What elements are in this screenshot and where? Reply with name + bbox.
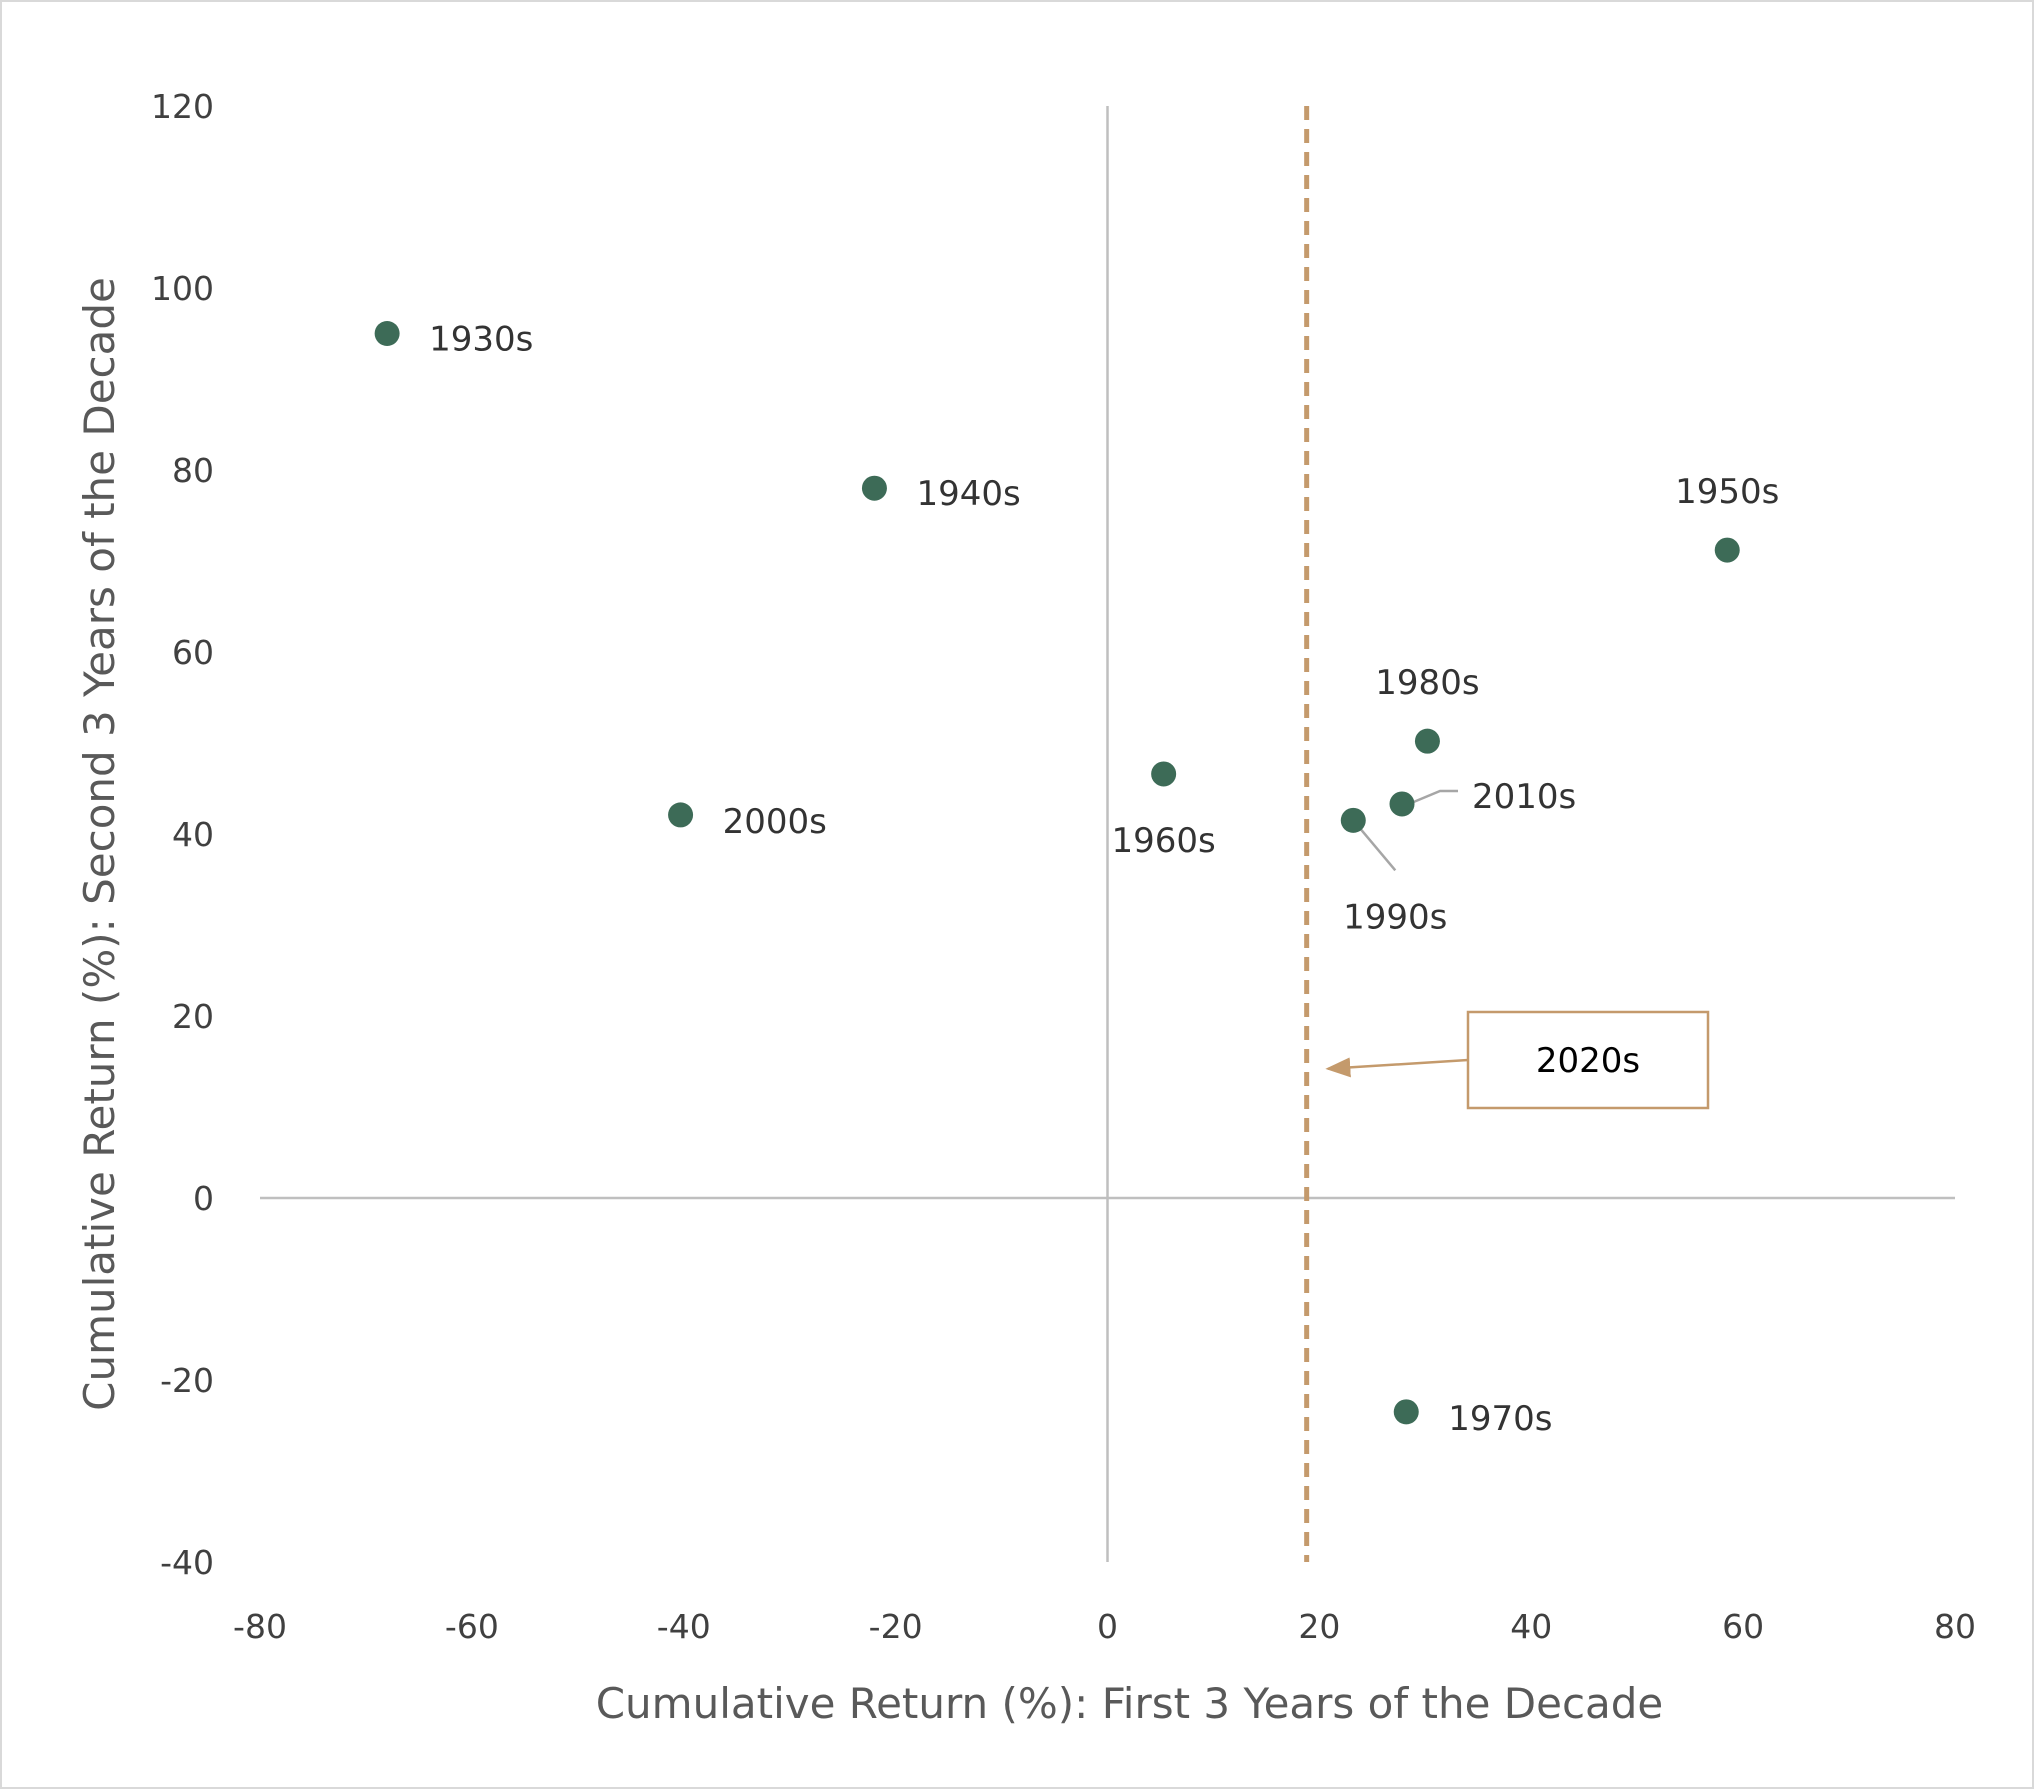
point-1960s — [1151, 761, 1177, 787]
y-tick-label: 100 — [151, 269, 214, 308]
y-tick-label: -40 — [160, 1543, 214, 1582]
point-label-2000s: 2000s — [723, 802, 827, 842]
x-tick-label: 40 — [1510, 1607, 1552, 1646]
point-label-1930s: 1930s — [429, 320, 533, 360]
y-tick-label: 60 — [172, 633, 214, 672]
y-axis-title: Cumulative Return (%): Second 3 Years of… — [75, 277, 124, 1411]
point-2000s — [668, 802, 694, 828]
y-tick-label: 40 — [172, 815, 214, 854]
annotation-callout: 2020s — [1325, 1010, 1710, 1110]
point-labels: 1930s 1940s 1950s 1960s 1970s 1980s 1990s 2000s… — [429, 320, 1779, 1439]
x-tick-label: 20 — [1298, 1607, 1340, 1646]
annotation-arrow — [1325, 1057, 1469, 1078]
y-tick-label: 20 — [172, 997, 214, 1036]
point-label-2010s: 2010s — [1472, 777, 1576, 817]
point-1950s — [1714, 537, 1740, 563]
data-points — [374, 321, 1740, 1425]
point-label-1990s: 1990s — [1343, 897, 1447, 937]
point-2010s — [1389, 791, 1415, 817]
y-tick-label: 0 — [193, 1179, 214, 1218]
point-1990s — [1340, 807, 1366, 833]
leader-line-2010s — [1403, 789, 1459, 808]
x-tick-label: -60 — [445, 1607, 499, 1646]
point-label-1960s: 1960s — [1112, 821, 1216, 861]
y-tick-label: 120 — [151, 87, 214, 126]
y-tick-label: 80 — [172, 451, 214, 490]
x-axis-title: Cumulative Return (%): First 3 Years of … — [596, 1679, 1664, 1728]
point-1970s — [1393, 1399, 1419, 1425]
x-tick-label: -40 — [657, 1607, 711, 1646]
x-tick-label: 80 — [1934, 1607, 1976, 1646]
axes-layer — [260, 106, 1955, 1562]
x-tick-label: -20 — [869, 1607, 923, 1646]
point-1930s — [374, 321, 400, 346]
y-tick-label: -20 — [160, 1361, 214, 1400]
annotation-box — [1466, 1010, 1710, 1110]
point-label-1970s: 1970s — [1448, 1399, 1552, 1439]
point-label-1940s: 1940s — [916, 474, 1020, 514]
x-tick-label: 60 — [1722, 1607, 1764, 1646]
x-tick-label: -80 — [233, 1607, 287, 1646]
point-label-1950s: 1950s — [1675, 472, 1779, 512]
point-1980s — [1414, 728, 1440, 754]
point-1940s — [861, 475, 887, 501]
x-tick-label: 0 — [1097, 1607, 1118, 1646]
annotation-label: 2020s — [1536, 1041, 1640, 1081]
point-label-1980s: 1980s — [1375, 663, 1479, 703]
tick-labels: -80 -60 -40 -20 0 20 40 60 80 -40 -20 0 20 40 60 80 100 1… — [151, 87, 1976, 1646]
